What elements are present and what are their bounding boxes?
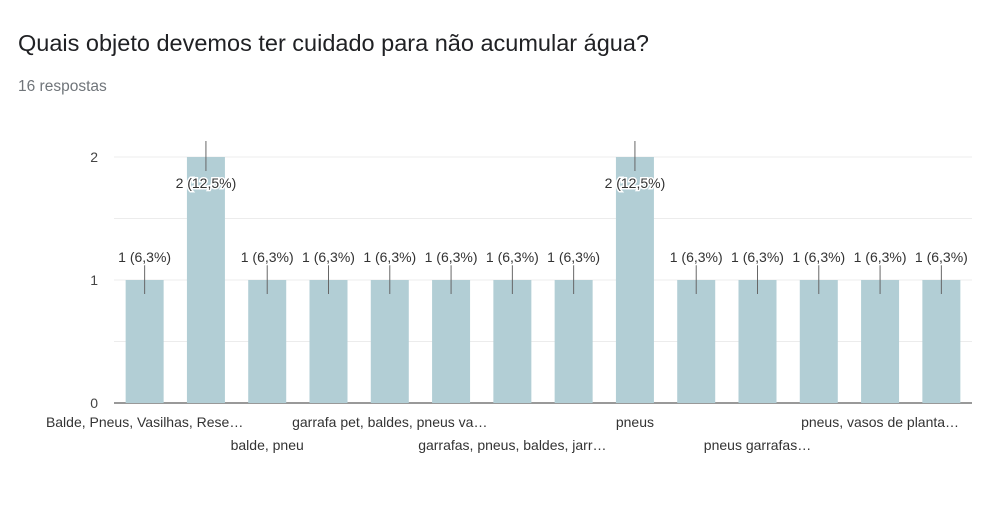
data-label: 1 (6,3%) — [915, 249, 968, 265]
data-label: 1 (6,3%) — [118, 249, 171, 265]
data-label: 1 (6,3%) — [302, 249, 355, 265]
bar[interactable] — [370, 280, 409, 403]
bar[interactable] — [432, 280, 471, 403]
data-label: 1 (6,3%) — [854, 249, 907, 265]
bar[interactable] — [248, 280, 287, 403]
x-category-label: Balde, Pneus, Vasilhas, Rese… — [46, 414, 243, 430]
y-tick-label: 1 — [90, 272, 98, 288]
data-label: 2 (12,5%) — [605, 175, 666, 191]
bar[interactable] — [309, 280, 348, 403]
data-label: 1 (6,3%) — [241, 249, 294, 265]
bar[interactable] — [615, 157, 654, 403]
data-label: 1 (6,3%) — [425, 249, 478, 265]
data-label: 1 (6,3%) — [792, 249, 845, 265]
x-category-label: pneus garrafas… — [704, 437, 811, 453]
bar[interactable] — [738, 280, 777, 403]
y-tick-label: 0 — [90, 395, 98, 411]
bar[interactable] — [125, 280, 164, 403]
bar[interactable] — [493, 280, 532, 403]
y-tick-label: 2 — [90, 149, 98, 165]
data-label: 1 (6,3%) — [547, 249, 600, 265]
data-label: 1 (6,3%) — [731, 249, 784, 265]
bar[interactable] — [677, 280, 716, 403]
data-label: 2 (12,5%) — [176, 175, 237, 191]
bar[interactable] — [186, 157, 225, 403]
bar[interactable] — [861, 280, 900, 403]
x-category-label: balde, pneu — [231, 437, 304, 453]
bar[interactable] — [554, 280, 593, 403]
bar[interactable] — [799, 280, 838, 403]
chart-title: Quais objeto devemos ter cuidado para nã… — [18, 30, 649, 56]
data-label: 1 (6,3%) — [363, 249, 416, 265]
response-count: 16 respostas — [18, 78, 107, 95]
x-category-label: pneus — [616, 414, 654, 430]
data-label: 1 (6,3%) — [670, 249, 723, 265]
bar[interactable] — [922, 280, 961, 403]
x-category-label: pneus, vasos de planta… — [801, 414, 959, 430]
x-category-label: garrafa pet, baldes, pneus va… — [292, 414, 487, 430]
data-label: 1 (6,3%) — [486, 249, 539, 265]
x-category-label: garrafas, pneus, baldes, jarr… — [418, 437, 606, 453]
